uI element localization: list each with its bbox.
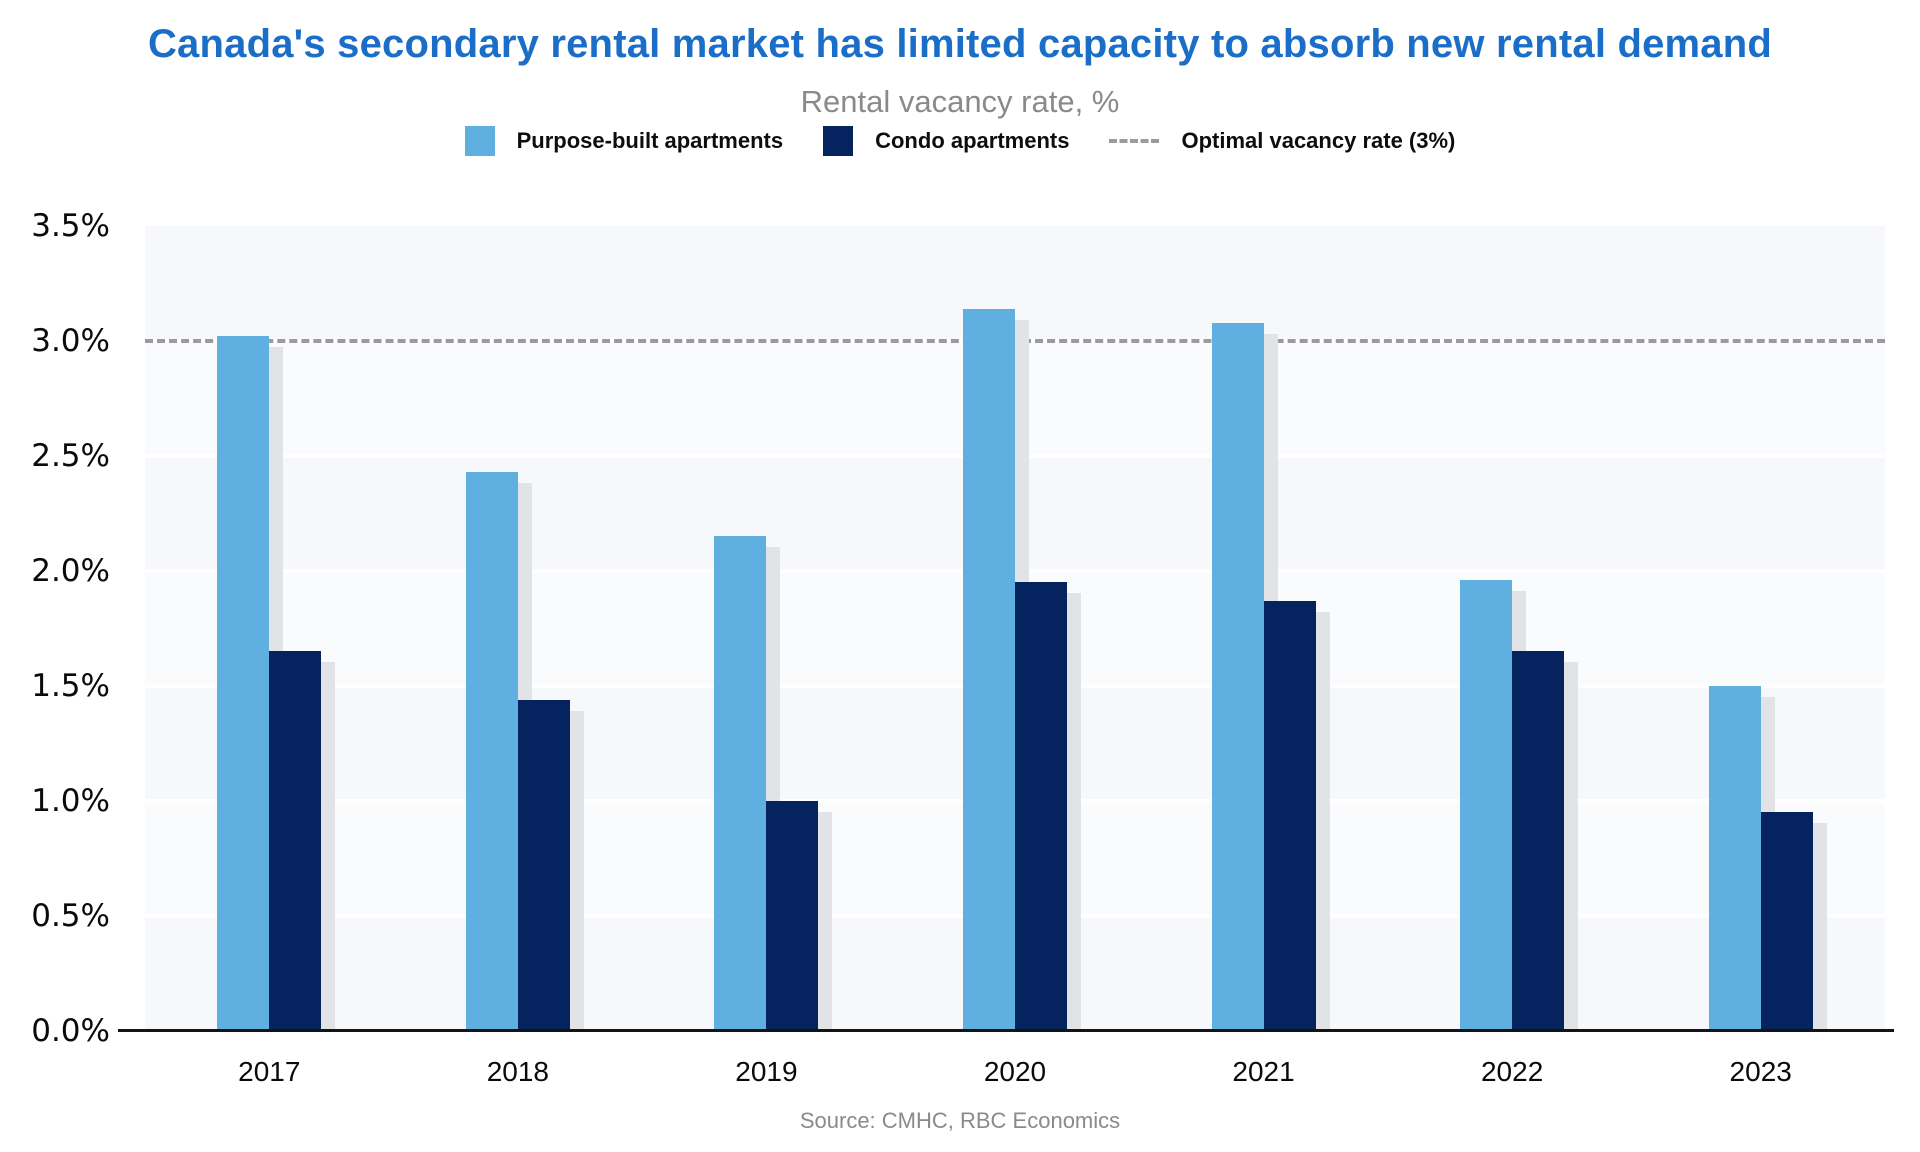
x-label-2022: 2022 [1480, 1056, 1544, 1087]
bar-condo-2021 [1264, 601, 1316, 1031]
bar-condo-2017 [269, 651, 321, 1031]
bar-purpose-built-2020 [963, 309, 1015, 1031]
bar-condo-2022 [1512, 651, 1564, 1031]
bar-condo-2020 [1015, 582, 1067, 1031]
y-tick-label: 1.5% [31, 668, 110, 704]
bar-purpose-built-2021 [1212, 323, 1264, 1031]
x-label-2017: 2017 [238, 1056, 301, 1087]
bar-condo-2019 [766, 801, 818, 1031]
legend-label-purpose-built: Purpose-built apartments [516, 128, 784, 153]
y-tick-label: 3.0% [31, 323, 110, 359]
dashed-line-icon [1109, 139, 1160, 143]
legend-item-optimal-rate: Optimal vacancy rate (3%) [1109, 128, 1455, 154]
y-tick-label: 3.5% [31, 208, 110, 244]
chart-title: Canada's secondary rental market has lim… [147, 22, 1773, 66]
bar-purpose-built-2023 [1709, 686, 1761, 1031]
legend-label-condo: Condo apartments [875, 128, 1070, 153]
x-label-2019: 2019 [735, 1056, 798, 1087]
legend: Purpose-built apartments Condo apartment… [0, 126, 1920, 156]
x-label-2023: 2023 [1729, 1056, 1792, 1087]
legend-label-optimal-rate: Optimal vacancy rate (3%) [1181, 128, 1456, 153]
bar-purpose-built-2017 [217, 336, 269, 1031]
x-label-2018: 2018 [486, 1056, 549, 1087]
legend-item-condo: Condo apartments [823, 126, 1069, 156]
bar-purpose-built-2018 [466, 472, 518, 1031]
y-tick-label: 2.0% [31, 553, 110, 589]
source-note: Source: CMHC, RBC Economics [799, 1108, 1121, 1133]
x-label-2021: 2021 [1232, 1056, 1295, 1087]
bar-purpose-built-2019 [714, 536, 766, 1031]
y-tick-label: 1.0% [31, 783, 110, 819]
y-tick-label: 0.5% [31, 898, 110, 934]
chart-subtitle: Rental vacancy rate, % [800, 84, 1120, 119]
bar-condo-2018 [518, 700, 570, 1031]
bar-purpose-built-2022 [1460, 580, 1512, 1031]
plot-area [145, 226, 1885, 1031]
y-tick-label: 2.5% [31, 438, 110, 474]
bar-condo-2023 [1761, 812, 1813, 1031]
x-label-2020: 2020 [983, 1056, 1047, 1087]
x-axis-line [118, 1029, 1894, 1032]
legend-item-purpose-built: Purpose-built apartments [464, 126, 784, 156]
y-tick-label: 0.0% [31, 1013, 110, 1049]
purpose-built-swatch-icon [464, 126, 495, 156]
condo-swatch-icon [823, 126, 854, 156]
